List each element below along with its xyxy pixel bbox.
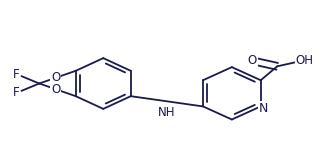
Text: NH: NH [158, 106, 176, 119]
Text: O: O [51, 71, 60, 84]
Text: F: F [13, 86, 20, 99]
Text: O: O [51, 83, 60, 96]
Text: O: O [248, 54, 257, 67]
Text: F: F [13, 68, 20, 81]
Text: N: N [259, 102, 268, 115]
Text: OH: OH [296, 54, 314, 67]
